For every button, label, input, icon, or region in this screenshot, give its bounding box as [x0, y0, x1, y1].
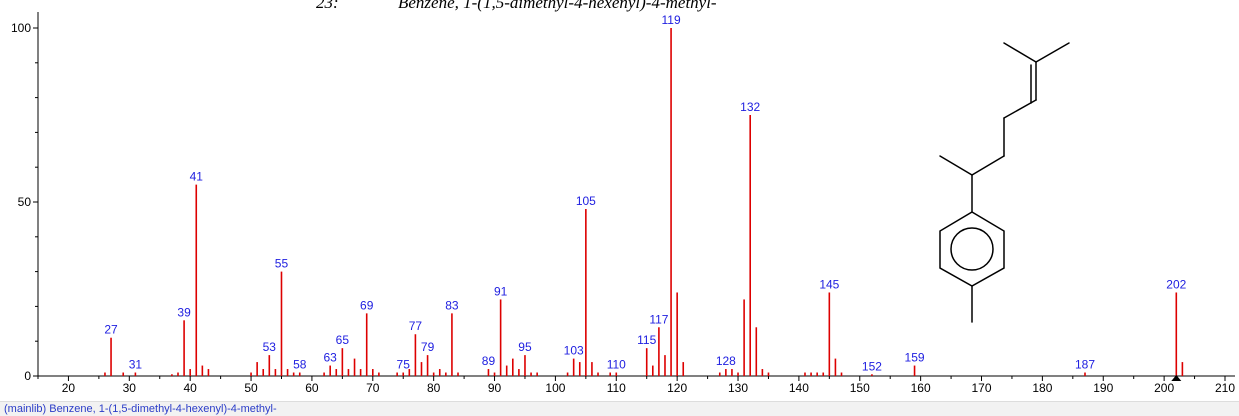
x-tick-label-90: 90 — [488, 381, 502, 395]
y-tick-label-100: 100 — [11, 21, 31, 35]
peak-label-89: 89 — [482, 354, 496, 368]
y-tick-label-50: 50 — [18, 195, 32, 209]
x-tick-label-50: 50 — [244, 381, 258, 395]
peak-label-119: 119 — [661, 13, 680, 27]
x-tick-label-80: 80 — [427, 381, 441, 395]
chart-title-number: 23: — [316, 0, 339, 12]
peak-label-187: 187 — [1075, 358, 1095, 372]
peak-label-79: 79 — [421, 340, 435, 354]
peak-label-69: 69 — [360, 298, 374, 312]
x-tick-label-130: 130 — [728, 381, 748, 395]
x-tick-label-110: 110 — [607, 381, 626, 395]
x-tick-label-160: 160 — [911, 381, 931, 395]
peak-label-91: 91 — [494, 284, 508, 298]
y-tick-label-0: 0 — [24, 369, 31, 383]
peak-label-132: 132 — [740, 100, 760, 114]
peak-label-39: 39 — [177, 305, 191, 319]
peak-label-159: 159 — [905, 351, 925, 365]
structure-1-(1,5-dimethyl-4-hexenyl)-4-methylbenzene — [939, 42, 1070, 323]
peak-label-145: 145 — [819, 277, 839, 291]
x-tick-label-140: 140 — [789, 381, 809, 395]
peak-label-63: 63 — [324, 351, 338, 365]
x-tick-label-190: 190 — [1093, 381, 1113, 395]
x-tick-label-170: 170 — [971, 381, 991, 395]
x-tick-label-40: 40 — [183, 381, 197, 395]
library-footer: (mainlib) Benzene, 1-(1,5-dimethyl-4-hex… — [0, 401, 1239, 416]
peak-label-202: 202 — [1166, 277, 1186, 291]
x-tick-label-180: 180 — [1032, 381, 1052, 395]
x-tick-label-100: 100 — [545, 381, 565, 395]
peak-label-103: 103 — [564, 344, 584, 358]
molecular-ion-marker-icon — [1171, 375, 1182, 381]
peak-label-117: 117 — [649, 312, 668, 326]
peak-label-105: 105 — [576, 194, 596, 208]
peak-label-77: 77 — [409, 319, 423, 333]
x-tick-label-120: 120 — [667, 381, 687, 395]
peak-label-31: 31 — [129, 358, 143, 372]
chart-axes: 0 50 100 20 30 40 50 60 70 80 90 100 110 120 130 140 150… — [11, 12, 1235, 395]
peak-label-65: 65 — [336, 333, 350, 347]
peak-label-53: 53 — [263, 340, 277, 354]
x-tick-label-70: 70 — [366, 381, 380, 395]
peak-label-27: 27 — [104, 323, 118, 337]
peak-label-152: 152 — [862, 359, 882, 373]
peak-label-55: 55 — [275, 257, 289, 271]
chart-title: 23: Benzene, 1-(1,5-dimethyl-4-hexenyl)-… — [316, 0, 717, 12]
peak-label-83: 83 — [445, 298, 459, 312]
x-tick-label-20: 20 — [62, 381, 76, 395]
x-tick-label-200: 200 — [1154, 381, 1174, 395]
x-tick-label-210: 210 — [1215, 381, 1235, 395]
x-tick-label-30: 30 — [123, 381, 137, 395]
spectrum-peaks — [104, 28, 1184, 376]
chart-title-text: Benzene, 1-(1,5-dimethyl-4-hexenyl)-4-me… — [398, 0, 717, 12]
mass-spectrum-chart: 23: Benzene, 1-(1,5-dimethyl-4-hexenyl)-… — [11, 0, 1235, 395]
peak-label-110: 110 — [607, 358, 626, 372]
peak-label-75: 75 — [397, 358, 411, 372]
peak-label-115: 115 — [637, 333, 656, 347]
peak-labels: 27 31 39 41 53 55 58 63 65 69 75 77 79 83 89 91 95 103 105… — [104, 13, 1186, 373]
peak-label-41: 41 — [190, 170, 204, 184]
peak-label-95: 95 — [518, 340, 532, 354]
peak-label-128: 128 — [716, 354, 736, 368]
x-tick-label-150: 150 — [850, 381, 870, 395]
x-tick-label-60: 60 — [305, 381, 319, 395]
peak-label-58: 58 — [293, 358, 307, 372]
